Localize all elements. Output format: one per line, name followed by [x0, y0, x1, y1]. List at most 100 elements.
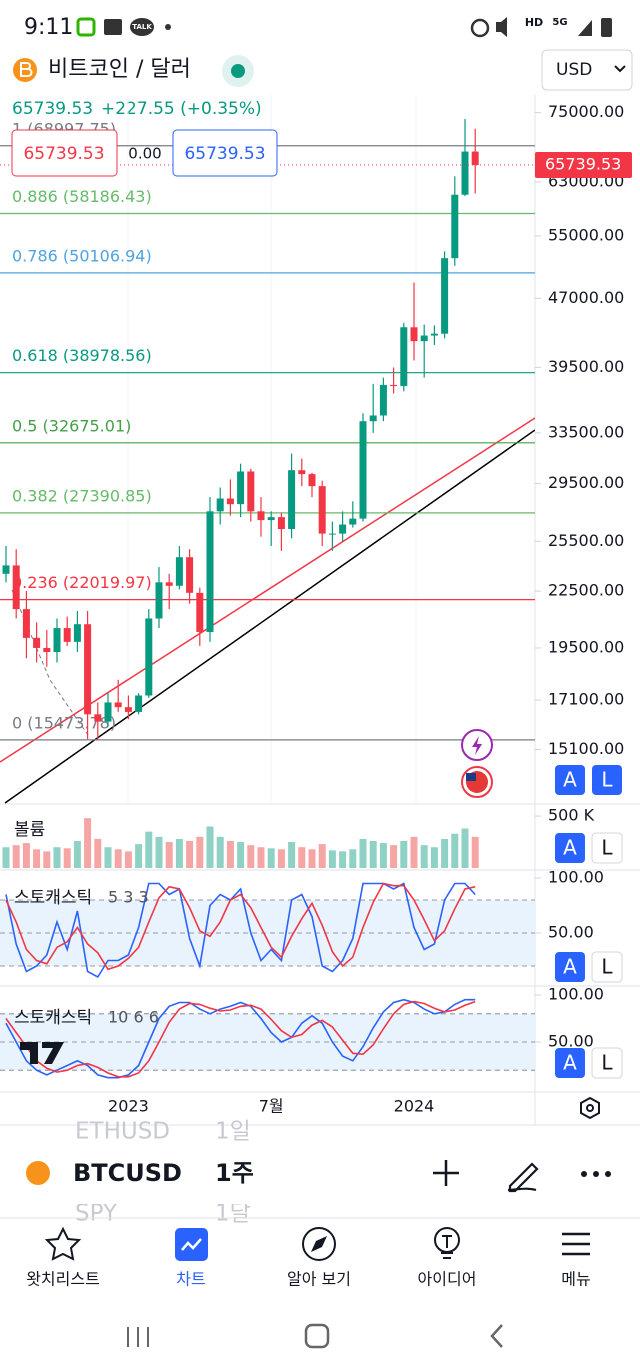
y-tick-label: 15100.00	[548, 739, 624, 758]
y-tick-label: 100.00	[548, 985, 604, 1004]
volume-bar	[430, 847, 438, 868]
volume-bar	[104, 847, 112, 868]
y-tick-label: 47000.00	[548, 288, 624, 307]
more-icon	[605, 1171, 611, 1177]
log-button[interactable]	[591, 1047, 623, 1079]
buy-price: 65739.53	[184, 144, 265, 164]
volume-bar	[379, 843, 387, 868]
volume-bar	[33, 849, 41, 868]
draw-icon[interactable]	[507, 1162, 539, 1193]
volume-bar	[441, 838, 449, 868]
status-talk: TALK	[132, 23, 152, 31]
log-button[interactable]	[591, 951, 623, 983]
candle-body	[318, 486, 326, 534]
sys-home[interactable]	[304, 1323, 330, 1349]
y-tick-label: 25500.00	[548, 531, 624, 550]
volume-bar	[175, 838, 183, 868]
log-button[interactable]	[592, 765, 622, 795]
candle-body	[165, 582, 173, 586]
volume-bar	[53, 847, 61, 868]
candle-body	[369, 415, 377, 422]
x-tick-label: 2024	[394, 1097, 435, 1116]
volume-bar	[359, 838, 367, 868]
candle-body	[226, 498, 234, 505]
candle-body	[298, 470, 306, 475]
add-icon[interactable]	[433, 1160, 459, 1186]
candle-body	[73, 624, 81, 642]
fib-label: 0.382 (27390.85)	[12, 486, 152, 505]
auto-label: A	[563, 768, 577, 792]
volume-bar	[328, 850, 336, 868]
y-tick-label: 17100.00	[548, 690, 624, 709]
nav-icon[interactable]	[302, 1227, 336, 1261]
nav-label[interactable]: 왓치리스트	[26, 1270, 100, 1289]
status-icon	[76, 17, 96, 37]
fib-label: 0.236 (22019.97)	[12, 573, 152, 592]
candle-body	[2, 565, 10, 574]
auto-label: A	[563, 836, 577, 860]
auto-button[interactable]	[555, 1048, 585, 1078]
y-tick-label: 100.00	[548, 868, 604, 887]
main-chart: 1 (68997.75)0.886 (58186.43)0.786 (50106…	[0, 95, 535, 804]
candle-body	[277, 517, 285, 530]
auto-label: A	[563, 955, 577, 979]
volume-bar	[22, 843, 30, 868]
candle-body	[22, 609, 30, 638]
auto-button[interactable]	[555, 952, 585, 982]
status-dot	[165, 24, 171, 30]
volume-bar	[471, 836, 479, 868]
y-tick-label: 75000.00	[548, 102, 624, 121]
candle-body	[420, 335, 428, 342]
sys-recent[interactable]	[127, 1327, 149, 1347]
y-tick-label: 50.00	[548, 923, 594, 942]
nav-icon[interactable]	[175, 1228, 208, 1261]
candle-body	[400, 327, 408, 386]
candle-body	[145, 618, 153, 696]
sell-price: 65739.53	[23, 144, 104, 164]
auto-button[interactable]	[555, 833, 585, 863]
more-icon[interactable]	[581, 1171, 587, 1177]
currency: USD	[556, 60, 592, 80]
nav-label[interactable]: 차트	[176, 1270, 205, 1289]
pane-title: 스토캐스틱	[14, 888, 92, 908]
status-time: 9:11	[24, 15, 73, 40]
volume-bar	[400, 841, 408, 868]
volume-bar	[288, 842, 296, 868]
log-button[interactable]	[591, 832, 623, 864]
nav-label[interactable]: 아이디어	[418, 1270, 477, 1289]
last-price: 65739.53	[12, 99, 93, 119]
nav-label[interactable]: 메뉴	[561, 1270, 590, 1289]
volume-bar	[84, 818, 92, 868]
volume-bar	[257, 847, 265, 868]
stoch-pane	[0, 882, 535, 979]
toolbar-symbol[interactable]: BTCUSD	[73, 1159, 182, 1187]
log-label: L	[601, 1051, 613, 1075]
volume-bar	[277, 849, 285, 868]
sys-back[interactable]	[490, 1324, 503, 1348]
auto-label: A	[563, 1051, 577, 1075]
currency-select[interactable]	[541, 49, 633, 91]
y-tick-label: 33500.00	[548, 422, 624, 441]
stoch-line	[5, 882, 476, 971]
candle-body	[339, 524, 347, 534]
candle-body	[410, 327, 418, 342]
status-alarm	[470, 18, 490, 38]
sell-button[interactable]	[11, 129, 118, 177]
candle-body	[114, 702, 122, 708]
y-tick-label: 29500.00	[548, 473, 624, 492]
nav-label[interactable]: 알아 보기	[287, 1270, 351, 1289]
nav-icon[interactable]	[44, 1226, 82, 1261]
volume-bar	[145, 831, 153, 868]
volume-bar	[390, 845, 398, 868]
candle-body	[308, 474, 316, 487]
buy-button[interactable]	[172, 129, 278, 177]
toolbar-interval[interactable]: 1주	[215, 1159, 254, 1187]
settings-icon[interactable]	[580, 1096, 600, 1120]
stoch-line	[5, 882, 476, 979]
volume-bar	[267, 848, 275, 868]
candle-body	[206, 511, 214, 632]
auto-button[interactable]	[555, 765, 585, 795]
nav-icon[interactable]	[562, 1232, 590, 1256]
